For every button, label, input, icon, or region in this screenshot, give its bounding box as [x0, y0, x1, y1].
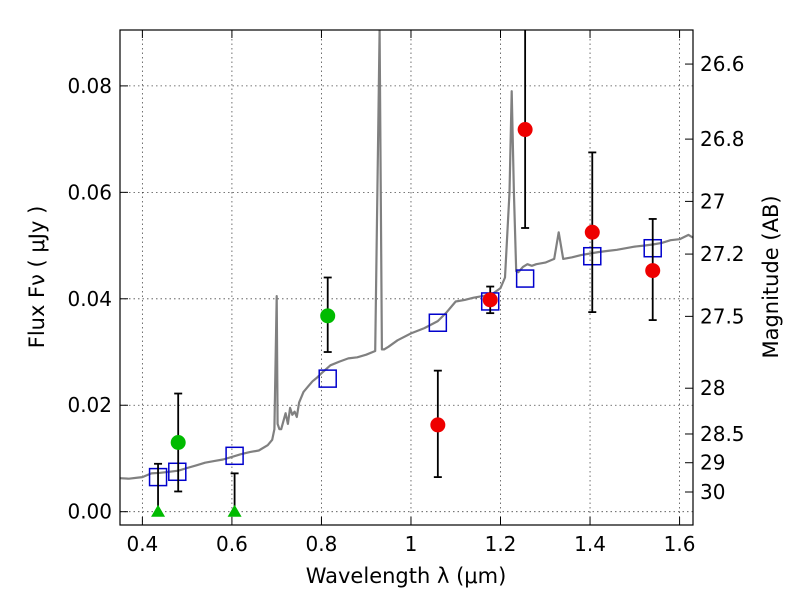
y-tick-label: 0.00: [67, 500, 112, 524]
x-tick-label: 1.2: [485, 532, 517, 556]
upper-limit-triangle: [227, 504, 242, 517]
y2-axis-label: Magnitude (AB): [759, 195, 783, 358]
grid-lines: [120, 30, 693, 525]
plot-frame: [119, 29, 694, 526]
y2-tick-label: 28: [700, 376, 725, 400]
red-data-point: [645, 263, 661, 279]
x-tick-label: 0.8: [306, 532, 338, 556]
y2-tick-label: 27.5: [700, 304, 745, 328]
x-tick-label: 0.4: [126, 532, 158, 556]
x-tick-label: 1.4: [574, 532, 606, 556]
red-data-point: [482, 292, 498, 308]
model-photometry-square: [318, 369, 337, 388]
axis-ticks: 0.4 0.6 0.8 1 1.2 1.4 1.6 0.00 0.02 0.04 0.06 0.08 2…: [67, 30, 745, 556]
y2-tick-label: 27: [700, 189, 725, 213]
y-tick-label: 0.04: [67, 287, 112, 311]
x-tick-label: 1.6: [664, 532, 696, 556]
plot-content: [120, 30, 693, 517]
x-axis-label: Wavelength λ (μm): [306, 564, 507, 588]
y2-tick-label: 29: [700, 451, 725, 475]
y-tick-label: 0.02: [67, 393, 112, 417]
upper-limit-triangle: [151, 504, 166, 517]
y-axis-label: Flux Fν ( μJy ): [25, 206, 49, 349]
x-tick-label: 0.6: [216, 532, 248, 556]
y2-tick-label: 26.6: [700, 52, 745, 76]
y-tick-label: 0.06: [67, 180, 112, 204]
green-data-point: [170, 435, 186, 450]
model-photometry-square: [428, 313, 448, 332]
red-data-point: [517, 122, 533, 138]
y-tick-label: 0.08: [67, 74, 112, 98]
y2-tick-label: 27.2: [700, 242, 745, 266]
y2-tick-label: 28.5: [700, 422, 745, 446]
y2-tick-label: 26.8: [700, 127, 745, 151]
red-data-point: [430, 417, 446, 433]
x-tick-label: 1: [405, 532, 418, 556]
red-data-point: [584, 224, 600, 240]
y2-tick-label: 30: [700, 480, 725, 504]
model-photometry-square: [515, 269, 535, 288]
model-photometry-square: [225, 446, 244, 466]
green-data-point: [320, 308, 336, 324]
